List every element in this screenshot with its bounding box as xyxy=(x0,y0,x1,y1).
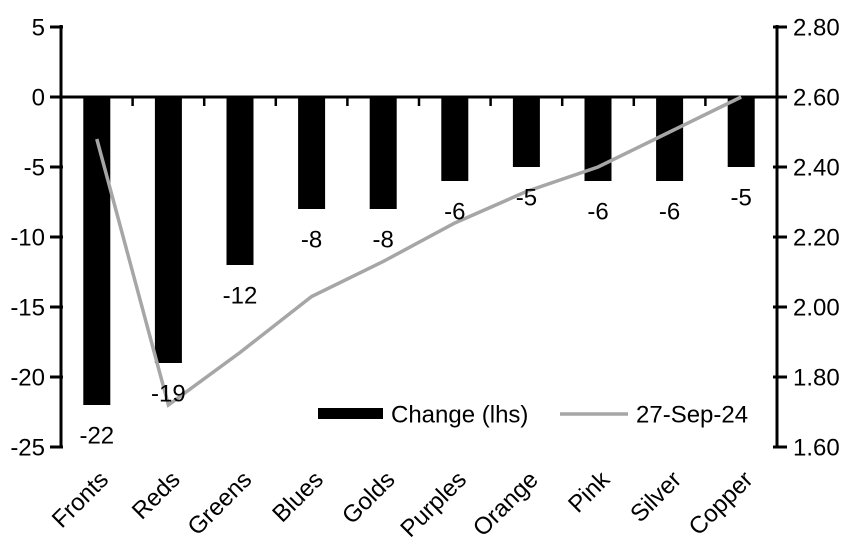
right-axis-tick-label: 2.00 xyxy=(793,294,840,321)
right-axis-tick-label: 1.80 xyxy=(793,364,840,391)
bar xyxy=(83,97,111,405)
category-label: Golds xyxy=(337,466,400,529)
bar-data-label: -6 xyxy=(587,198,608,225)
bar-data-label: -5 xyxy=(516,184,537,211)
bar xyxy=(512,97,540,167)
legend-bar-swatch xyxy=(318,408,383,419)
bar-data-label: -12 xyxy=(223,282,258,309)
bar xyxy=(369,97,397,209)
line-series-group xyxy=(95,95,742,408)
legend-label-line: 27-Sep-24 xyxy=(636,401,748,428)
left-axis-tick-label: -15 xyxy=(10,294,45,321)
bar-data-label: -6 xyxy=(444,198,465,225)
category-label: Purples xyxy=(395,466,472,543)
right-axis-tick-label: 2.40 xyxy=(793,154,840,181)
axis-tick-labels-group: 5 0 -5 -10 -15 -20 -25 2.80 2.60 2.40 2.20 2.00 1.80… xyxy=(10,14,839,461)
bar xyxy=(154,97,182,363)
bar xyxy=(226,97,254,265)
right-axis-tick-label: 1.60 xyxy=(793,434,840,461)
category-label: Fronts xyxy=(47,466,114,533)
bar xyxy=(656,97,684,181)
data-labels-group: -22 -19 -12 -8 -8 -6 -5 -6 -6 -5 xyxy=(79,184,751,449)
left-axis-tick-label: 0 xyxy=(32,84,45,111)
category-label: Orange xyxy=(468,466,544,542)
bar xyxy=(298,97,326,209)
legend-label-bar: Change (lhs) xyxy=(391,401,528,428)
right-axis-tick-label: 2.60 xyxy=(793,84,840,111)
left-axis-tick-label: -10 xyxy=(10,224,45,251)
line-series xyxy=(95,95,742,408)
legend-group: Change (lhs) 27-Sep-24 xyxy=(318,401,748,428)
left-axis-tick-label: 5 xyxy=(32,14,45,41)
bar-series-group xyxy=(83,97,755,405)
bar-data-label: -22 xyxy=(79,422,114,449)
bar-data-label: -8 xyxy=(373,226,394,253)
bar-data-label: -6 xyxy=(659,198,680,225)
bar-data-label: -8 xyxy=(301,226,322,253)
category-label: Pink xyxy=(563,465,616,518)
left-axis-tick-label: -5 xyxy=(24,154,45,181)
category-label: Silver xyxy=(625,466,687,528)
bar xyxy=(727,97,755,167)
bar-data-label: -19 xyxy=(151,380,186,407)
category-label: Copper xyxy=(684,466,759,541)
left-axis-tick-label: -25 xyxy=(10,434,45,461)
category-label: Reds xyxy=(127,466,186,525)
category-label: Blues xyxy=(267,466,329,528)
category-label: Greens xyxy=(182,466,257,541)
left-axis-tick-label: -20 xyxy=(10,364,45,391)
right-axis-tick-label: 2.80 xyxy=(793,14,840,41)
right-axis-tick-label: 2.20 xyxy=(793,224,840,251)
bar-data-label: -5 xyxy=(731,184,752,211)
bar xyxy=(441,97,469,181)
